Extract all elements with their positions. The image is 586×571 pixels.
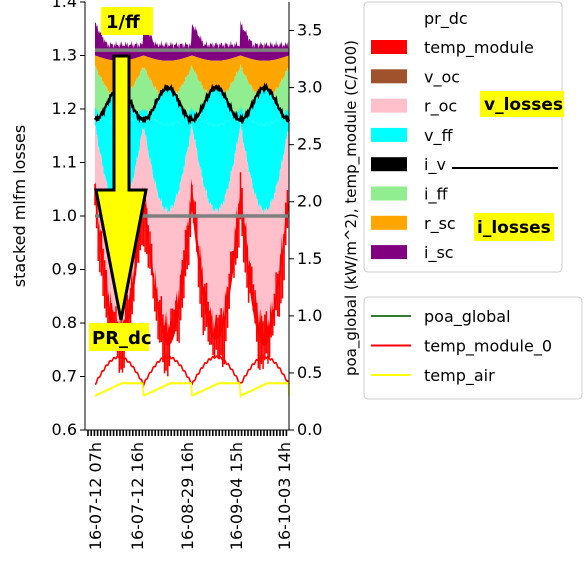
y-tick-label: 1.0	[52, 206, 77, 225]
pr-arrow	[94, 54, 148, 321]
legend-label-temp_module: temp_module	[424, 38, 534, 58]
y-tick-label: 0.7	[52, 367, 77, 386]
legend-swatch-i_v	[371, 157, 407, 172]
x-tick-label: 16-07-12 16h	[128, 442, 147, 550]
temp_module-spikes	[94, 172, 289, 377]
legend-title: pr_dc	[424, 9, 468, 29]
legend: pr_dctemp_modulev_ocr_ocv_ffi_vi_ffr_sci…	[363, 1, 583, 400]
y2-tick-label: 1.5	[297, 249, 322, 268]
legend-box	[363, 1, 563, 273]
y2-tick-label: 3.5	[297, 21, 322, 40]
layer-r_sc	[95, 55, 289, 102]
v-losses-label: v_losses	[484, 95, 563, 115]
y2-tick-label: 3.0	[297, 78, 322, 97]
y2-tick-label: 0.0	[297, 420, 322, 439]
legend-swatch-r_sc	[371, 215, 407, 230]
legend-label-r_sc: r_sc	[424, 214, 456, 234]
x-tick-label: 16-07-12 07h	[86, 442, 105, 550]
x-tick-label: 16-09-04 15h	[227, 442, 246, 550]
y-tick-label: 0.9	[52, 260, 77, 279]
legend-label-r_oc: r_oc	[424, 97, 457, 117]
legend-swatch-temp_module	[371, 40, 407, 54]
y2-tick-label: 1.0	[297, 306, 322, 325]
legend2-label-poa_global: poa_global	[424, 307, 511, 327]
y-tick-label: 0.6	[52, 420, 77, 439]
legend-label-i_ff: i_ff	[424, 185, 448, 205]
pr-label-box	[89, 323, 149, 351]
legend-swatch-v_oc	[371, 69, 407, 84]
legend-label-v_oc: v_oc	[424, 67, 460, 87]
y-tick-label: 1.2	[52, 99, 77, 118]
y-axis-label: stacked mlfm losses	[10, 125, 29, 287]
legend-label-i_v: i_v	[424, 155, 446, 175]
series-temp_air	[95, 381, 290, 399]
y2-tick-label: 0.5	[297, 363, 322, 382]
y-tick-label: 1.3	[52, 46, 77, 65]
x-tick-label: 16-08-29 16h	[178, 442, 197, 550]
legend-swatch-i_sc	[371, 245, 407, 260]
y-tick-label: 0.8	[52, 313, 77, 332]
i-losses-label: i_losses	[477, 218, 551, 238]
pr-label: PR_dc	[92, 328, 152, 349]
legend-swatch-r_oc	[371, 98, 407, 113]
legend-label-i_sc: i_sc	[424, 243, 454, 263]
y-tick-label: 1.1	[52, 153, 77, 172]
legend2-label-temp_air: temp_air	[424, 366, 495, 386]
legend2-box	[363, 296, 583, 400]
y2-tick-label: 2.5	[297, 135, 322, 154]
legend-swatch-i_ff	[371, 186, 407, 201]
legend2-label-temp_module_0: temp_module_0	[424, 337, 552, 357]
annotations: 1/ff PR_dc v_losses i_losses	[89, 7, 564, 351]
layer-r_oc	[95, 120, 289, 337]
ff-label: 1/ff	[106, 12, 140, 33]
x-tick-label: 16-10-03 14h	[275, 442, 294, 550]
i-losses-box	[474, 213, 554, 241]
ff-label-box	[101, 7, 153, 35]
v-losses-box	[480, 91, 564, 117]
legend-label-v_ff: v_ff	[424, 126, 453, 146]
y-tick-label: 1.4	[52, 0, 77, 11]
legend-swatch-v_ff	[371, 127, 407, 142]
axes: 0.6 0.7 0.8 0.9 1.0 1.1 1.2 1.3 1.4 stacked mlfm …	[10, 0, 361, 550]
y2-tick-label: 2.0	[297, 192, 322, 211]
y2-axis-label: poa_global (kW/m^2), temp_module (C/100)	[342, 40, 361, 376]
